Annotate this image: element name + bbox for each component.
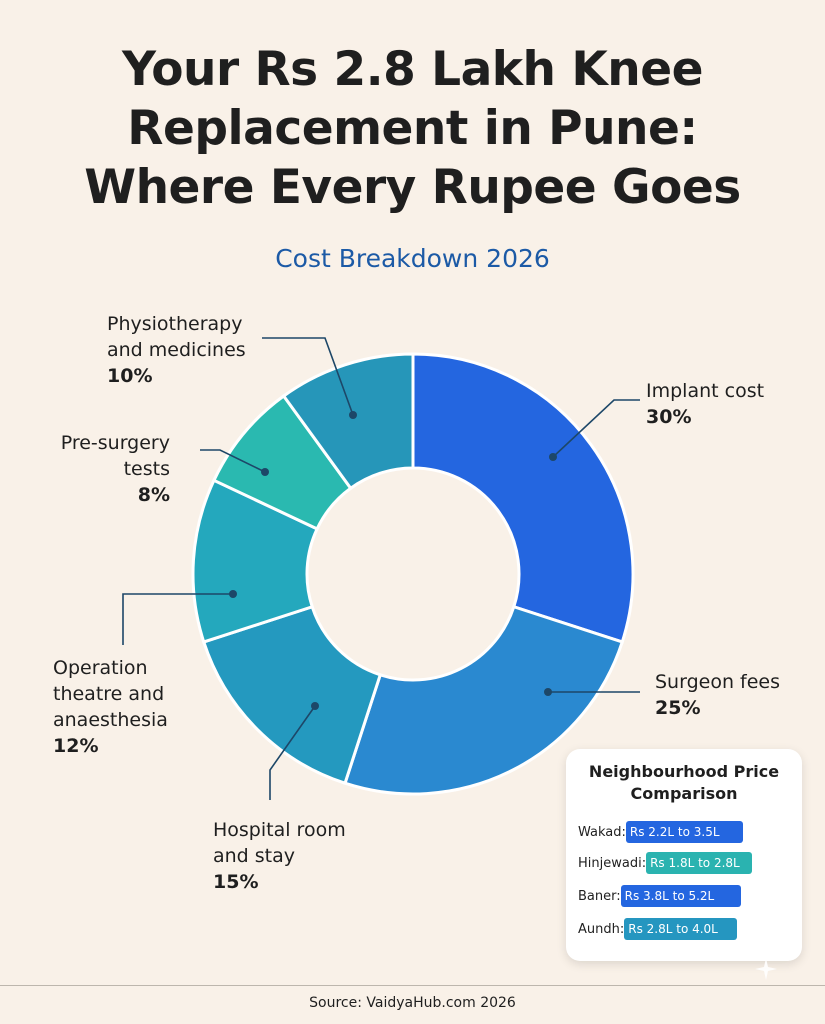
slice-label-name: Surgeon fees [655,671,781,693]
callout-line [122,593,233,645]
callout-dot [261,468,269,476]
label-operation-theatre: Operation theatre and anaesthesia 12% [53,655,168,759]
row-name: Baner: [578,888,621,904]
sparkle-icon [755,958,777,980]
comparison-card: Neighbourhood Price Comparison Wakad: Rs… [566,749,802,961]
chart-subtitle: Cost Breakdown 2026 [275,244,550,273]
callout-line [200,449,266,473]
callout-dot [549,453,557,461]
slice-label-name: Implant cost [646,380,765,402]
footer-divider [0,985,825,986]
comparison-row-baner: Baner: Rs 3.8L to 5.2L [578,884,742,908]
callout-dot [544,688,552,696]
slice-label-value: 15% [213,871,259,893]
callout-dot [311,702,319,710]
slice-label-value: 10% [107,365,153,387]
page-title: Your Rs 2.8 Lakh Knee Replacement in Pune… [84,42,741,215]
price-range-bar: Rs 3.8L to 5.2L [620,885,742,907]
slice-label-value: 8% [137,484,170,506]
donut-slice [201,604,383,786]
callout-dot [229,590,237,598]
slice-label-name: Physiotherapy and medicines [107,313,246,361]
comparison-row-aundh: Aundh: Rs 2.8L to 4.0L [578,917,738,941]
label-physiotherapy: Physiotherapy and medicines 10% [107,311,246,389]
slice-label-name: Hospital room and stay [213,819,346,867]
donut-slice [281,352,415,491]
slice-label-value: 12% [53,735,99,757]
comparison-row-wakad: Wakad: Rs 2.2L to 3.5L [578,820,743,844]
donut-slice [411,352,635,644]
price-range-bar: Rs 2.8L to 4.0L [624,918,738,940]
price-range-bar: Rs 1.8L to 2.8L [646,852,753,874]
comparison-row-hinjewadi: Hinjewadi: Rs 1.8L to 2.8L [578,851,753,875]
label-hospital-room: Hospital room and stay 15% [213,817,346,895]
source-note: Source: VaidyaHub.com 2026 [309,995,516,1011]
slice-label-name: Pre-surgery tests [60,432,170,480]
label-surgeon-fees: Surgeon fees 25% [655,669,780,721]
callout-line [262,337,354,416]
row-name: Hinjewadi: [578,855,647,871]
callout-line [269,705,316,800]
slice-label-value: 30% [646,406,692,428]
comparison-title: Neighbourhood Price Comparison [588,762,780,803]
label-implant-cost: Implant cost 30% [646,378,764,430]
price-range-bar: Rs 2.2L to 3.5L [625,821,743,843]
row-name: Aundh: [578,921,625,937]
row-name: Wakad: [578,824,626,840]
callout-dot [349,411,357,419]
slice-label-value: 25% [655,697,701,719]
callout-line [552,399,640,458]
slice-label-name: Operation theatre and anaesthesia [53,657,168,731]
donut-slice [343,604,625,796]
label-pre-surgery-tests: Pre-surgery tests 8% [20,430,170,508]
